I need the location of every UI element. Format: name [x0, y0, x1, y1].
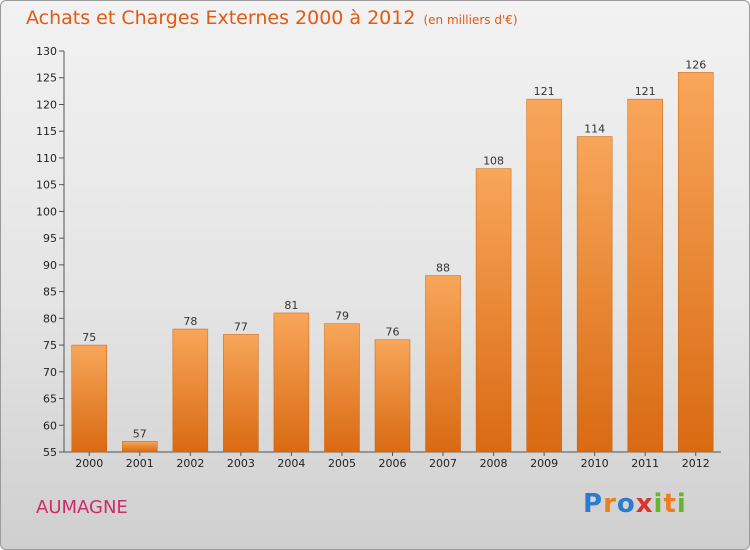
- value-label-2011: 121: [635, 85, 656, 98]
- y-tick-label: 130: [36, 45, 57, 58]
- y-tick-label: 70: [43, 366, 57, 379]
- chart-title-text: Achats et Charges Externes 2000 à 2012: [26, 7, 416, 29]
- x-tick-label-2012: 2012: [682, 457, 710, 470]
- bar-2010: [576, 136, 613, 453]
- bar-2007: [425, 275, 461, 453]
- y-tick-label: 115: [36, 125, 57, 138]
- x-tick-label-2010: 2010: [581, 457, 609, 470]
- chart-subtitle: (en milliers d'€): [423, 13, 518, 27]
- x-tick-label-2003: 2003: [227, 457, 255, 470]
- x-tick-label-2008: 2008: [480, 457, 508, 470]
- x-tick-label-2009: 2009: [530, 457, 558, 470]
- value-label-2002: 78: [183, 315, 197, 328]
- value-label-2012: 126: [685, 58, 706, 71]
- value-label-2001: 57: [133, 427, 147, 440]
- y-tick-label: 60: [43, 419, 57, 432]
- x-tick-label-2001: 2001: [126, 457, 154, 470]
- y-tick-label: 65: [43, 393, 57, 406]
- bar-2001: [122, 441, 158, 453]
- y-tick-label: 100: [36, 205, 57, 218]
- bar-2003: [223, 334, 259, 453]
- value-label-2010: 114: [584, 123, 605, 136]
- y-tick-label: 75: [43, 339, 57, 352]
- y-tick-label: 55: [43, 446, 57, 459]
- value-label-2009: 121: [534, 85, 555, 98]
- value-label-2007: 88: [436, 262, 450, 275]
- bar-2006: [374, 339, 411, 453]
- x-tick-label-2004: 2004: [277, 457, 305, 470]
- x-tick-label-2006: 2006: [379, 457, 407, 470]
- chart-title: Achats et Charges Externes 2000 à 2012 (e…: [26, 7, 518, 29]
- x-tick-label-2011: 2011: [631, 457, 659, 470]
- bar-2012: [677, 72, 714, 453]
- x-tick-label-2007: 2007: [429, 457, 457, 470]
- value-label-2006: 76: [386, 326, 400, 339]
- y-tick-label: 95: [43, 232, 57, 245]
- value-label-2004: 81: [284, 299, 298, 312]
- proxiti-logo: Proxiti: [583, 489, 687, 519]
- value-label-2000: 75: [82, 331, 96, 344]
- value-label-2008: 108: [483, 155, 504, 168]
- bar-2011: [627, 98, 663, 453]
- value-label-2005: 79: [335, 310, 349, 323]
- x-tick-label-2000: 2000: [75, 457, 103, 470]
- bar-2000: [71, 344, 108, 453]
- bar-2009: [526, 98, 562, 453]
- y-tick-label: 110: [36, 152, 57, 165]
- bar-2002: [172, 328, 209, 453]
- y-tick-label: 85: [43, 286, 57, 299]
- y-tick-label: 90: [43, 259, 57, 272]
- bar-2004: [273, 312, 310, 453]
- place-name: AUMAGNE: [36, 497, 128, 518]
- value-label-2003: 77: [234, 320, 248, 333]
- x-tick-label-2002: 2002: [176, 457, 204, 470]
- y-tick-label: 105: [36, 179, 57, 192]
- y-tick-label: 125: [36, 72, 57, 85]
- y-tick-label: 80: [43, 312, 57, 325]
- bar-2005: [324, 323, 360, 453]
- x-tick-label-2005: 2005: [328, 457, 356, 470]
- y-tick-label: 120: [36, 98, 57, 111]
- chart-bars: 75 57 78 77 81 79 76 88 108 121 114 121 126: [71, 58, 714, 453]
- bar-2008: [475, 168, 512, 453]
